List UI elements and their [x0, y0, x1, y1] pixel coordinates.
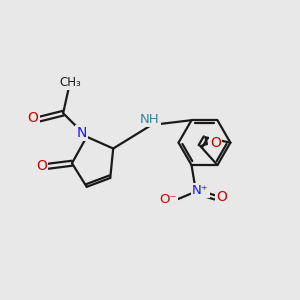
Text: O: O: [216, 190, 227, 204]
Text: N: N: [76, 126, 87, 140]
Text: O⁻: O⁻: [160, 193, 177, 206]
Text: O: O: [37, 159, 47, 172]
Text: CH₃: CH₃: [60, 76, 81, 89]
Text: N⁺: N⁺: [192, 184, 209, 196]
Text: NH: NH: [140, 112, 160, 126]
Text: O: O: [28, 111, 38, 124]
Text: O: O: [210, 136, 221, 149]
